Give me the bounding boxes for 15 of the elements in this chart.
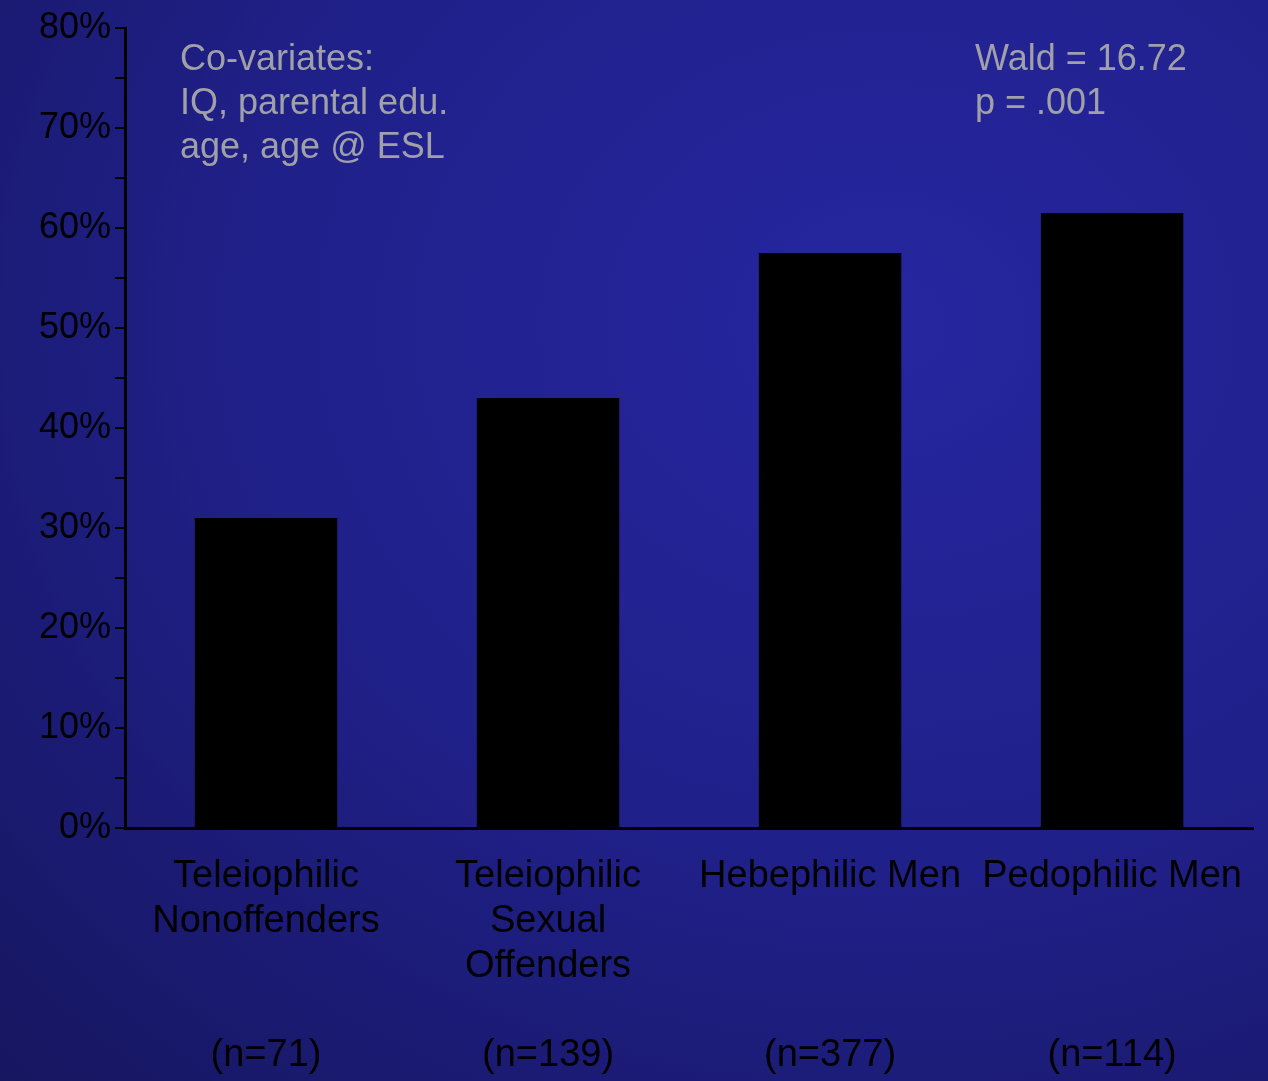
category-label: Teleiophilic Nonoffenders (n=71)	[152, 852, 380, 1075]
category-label: Pedophilic Men (n=114)	[982, 852, 1242, 1075]
y-tick-label: 0%	[58, 804, 111, 846]
y-tick-label: 30%	[38, 504, 111, 546]
annotation: Wald = 16.72 p = .001	[975, 36, 1187, 122]
y-tick-label: 70%	[38, 104, 111, 146]
y-tick-label: 20%	[38, 604, 111, 646]
category-label: Hebephilic Men (n=377)	[699, 852, 962, 1075]
annotation: Co-variates: IQ, parental edu. age, age @ ESL	[180, 36, 449, 166]
y-tick-label: 80%	[38, 4, 111, 46]
y-tick-label: 10%	[38, 704, 111, 746]
category-label: Teleiophilic Sexual Offenders (n=139)	[455, 852, 641, 1075]
y-tick-label: 60%	[38, 204, 111, 246]
y-tick-label: 50%	[38, 304, 111, 346]
y-tick-label: 40%	[38, 404, 111, 446]
